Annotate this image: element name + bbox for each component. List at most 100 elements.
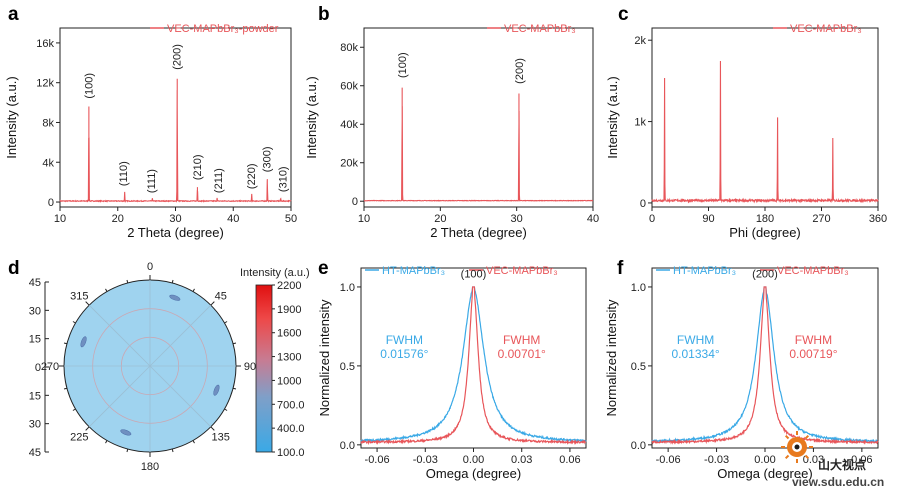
x-tick-label: 0 — [649, 213, 655, 225]
legend-entry: HT-MAPbBr₃ — [382, 265, 445, 277]
x-tick-label: 10 — [358, 213, 370, 225]
panel-letter: c — [618, 4, 629, 25]
peak-label: (310) — [277, 166, 289, 192]
peak-label: (200) — [172, 44, 184, 70]
x-tick-label: 180 — [756, 213, 774, 225]
angle-label: 135 — [212, 432, 230, 444]
angle-label: 0 — [147, 261, 153, 273]
watermark-url: view.sdu.edu.cn — [792, 475, 884, 489]
pole-spot — [120, 429, 132, 436]
panel-a: 10 20 30 40 50 0 4k 8k 12k 16k 2 Theta (degree) Int… — [4, 4, 297, 240]
watermark-ray-icon — [784, 434, 790, 440]
angle-label: 180 — [141, 461, 159, 473]
y-tick-label: 8k — [42, 117, 54, 129]
y-tick-label: 40k — [340, 119, 358, 131]
x-tick-label: 30 — [169, 213, 181, 225]
radial-tick-label: 30 — [29, 419, 41, 431]
y-tick-label: 12k — [36, 78, 54, 90]
peak-label: (111) — [146, 169, 158, 193]
panel-letter: f — [617, 258, 624, 279]
y-axis-label: Normalized intensity — [317, 299, 332, 417]
data-line — [651, 60, 879, 204]
peak-label: (100) — [461, 268, 487, 280]
watermark-name: 山大视点 — [818, 457, 866, 472]
angle-tick — [72, 408, 76, 411]
y-tick-label: 0 — [640, 198, 646, 210]
x-tick-label: 10 — [54, 213, 66, 225]
data-line — [59, 78, 292, 203]
watermark-logo-pupil-icon — [794, 444, 800, 450]
radial-tick-label: 45 — [29, 277, 41, 289]
panel-letter: a — [8, 4, 19, 25]
x-tick-label: 360 — [869, 213, 887, 225]
x-tick-label: 50 — [285, 213, 297, 225]
angle-label: 315 — [70, 290, 88, 302]
panel-letter: b — [318, 4, 330, 25]
legend-entry: VEC-MAPbBr₃-powder — [167, 23, 279, 35]
data-line — [363, 87, 594, 202]
x-tick-label: -0.06 — [365, 454, 390, 466]
fwhm-label: FWHM — [386, 333, 423, 347]
angle-tick — [210, 426, 215, 431]
x-tick-label: 270 — [812, 213, 830, 225]
angle-label: 90 — [244, 361, 256, 373]
panel-c: 0 90 180 270 360 0 1k 2k Phi (degree) Intensity (… — [605, 4, 887, 240]
x-tick-label: 20 — [434, 213, 446, 225]
watermark-ray-icon — [804, 454, 810, 460]
radial-tick-label: 15 — [29, 390, 41, 402]
y-tick-label: 80k — [340, 42, 358, 54]
colorbar-tick-label: 1900 — [277, 304, 301, 316]
legend-entry: VEC-MAPbBr₃ — [790, 23, 862, 35]
peak-label: (110) — [118, 161, 130, 186]
peak-label: (220) — [246, 163, 258, 189]
y-axis-label: Intensity (a.u.) — [4, 76, 19, 158]
angle-label: 225 — [70, 432, 88, 444]
data-line — [651, 286, 879, 445]
y-axis-label: Intensity (a.u.) — [605, 76, 620, 158]
peak-label: (100) — [397, 52, 409, 78]
colorbar-tick-label: 100.0 — [277, 447, 305, 459]
x-tick-label: -0.03 — [704, 454, 729, 466]
radial-tick-label: 30 — [29, 305, 41, 317]
colorbar-tick-label: 700.0 — [277, 399, 305, 411]
x-axis-label: Omega (degree) — [717, 466, 812, 481]
colorbar-label: Intensity (a.u.) — [240, 267, 310, 279]
y-tick-label: 0.5 — [631, 361, 646, 373]
angle-tick — [105, 288, 108, 292]
y-tick-label: 0 — [48, 197, 54, 209]
angle-tick — [171, 448, 174, 453]
watermark: 山大视点 view.sdu.edu.cn — [781, 431, 884, 489]
peak-label: (200) — [514, 58, 526, 84]
y-tick-label: 2k — [634, 35, 646, 47]
watermark-ray-icon — [784, 454, 790, 460]
polar-grid-spoke — [88, 304, 151, 367]
plot-frame — [651, 27, 879, 208]
colorbar-tick-label: 2200 — [277, 280, 301, 292]
angle-tick — [232, 387, 237, 390]
angle-tick — [210, 301, 215, 306]
angle-label: 45 — [215, 290, 227, 302]
angle-tick — [105, 440, 108, 444]
angle-tick — [63, 387, 68, 390]
angle-tick — [126, 279, 129, 284]
fwhm-value: 0.01334° — [671, 347, 719, 361]
x-axis-label: Phi (degree) — [729, 225, 801, 240]
colorbar — [255, 284, 273, 453]
y-tick-label: 16k — [36, 38, 54, 50]
y-tick-label: 0.5 — [340, 361, 355, 373]
radial-tick-label: 0 — [35, 362, 41, 374]
pole-spot — [213, 384, 220, 396]
panel-e: -0.06 -0.03 0.00 0.03 0.06 0.0 0.5 1.0 Omega (de… — [317, 258, 587, 481]
polar-grid-spoke — [149, 365, 212, 428]
fwhm-label: FWHM — [503, 333, 540, 347]
polar-grid-spoke — [149, 304, 212, 367]
y-tick-label: 1.0 — [631, 282, 646, 294]
legend-entry: HT-MAPbBr₃ — [673, 265, 736, 277]
angle-tick — [224, 321, 228, 324]
x-tick-label: 0.00 — [754, 454, 775, 466]
fwhm-value: 0.00719° — [789, 347, 837, 361]
plot-frame — [363, 27, 594, 208]
polar-grid-spoke — [88, 365, 151, 428]
y-tick-label: 1.0 — [340, 282, 355, 294]
